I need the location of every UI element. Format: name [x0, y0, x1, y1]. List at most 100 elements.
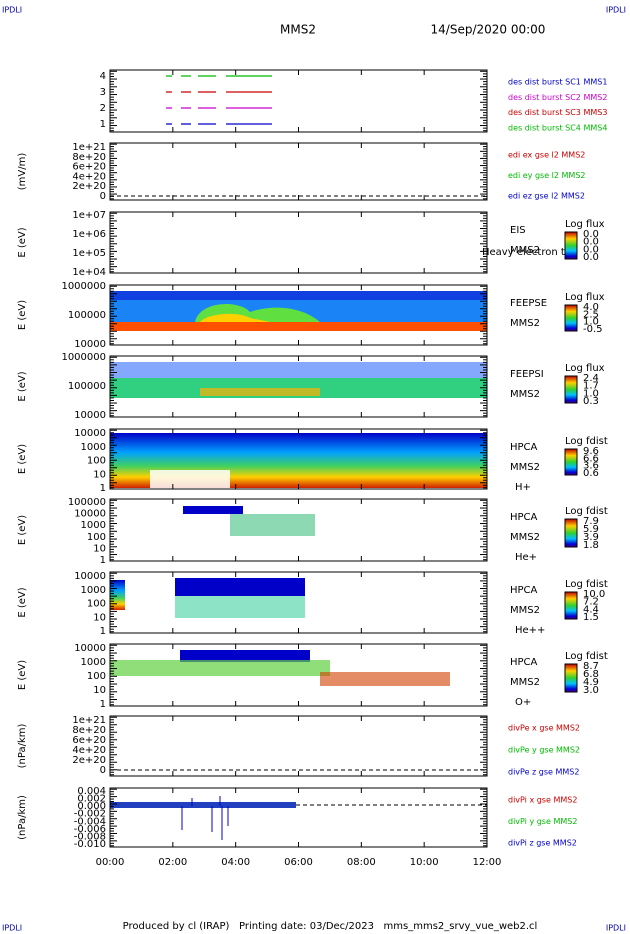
y-axis-label: E (eV): [17, 371, 28, 401]
spectrogram: [110, 322, 487, 331]
legend-entry: divPe x gse MMS2: [508, 724, 580, 733]
y-tick-label: 10: [93, 685, 106, 696]
colorbar-tick-label: 2.5: [583, 309, 599, 320]
y-tick-label: 1000: [81, 657, 106, 668]
y-tick-label: 1e+04: [72, 267, 106, 278]
legend-entry: divPe y gse MMS2: [508, 746, 580, 755]
colorbar-tick-label: 0.6: [583, 468, 599, 479]
colorbar: [564, 448, 578, 476]
legend-entry: divPi z gse MMS2: [508, 839, 577, 848]
trace: [110, 802, 296, 808]
colorbar: [564, 591, 578, 620]
y-tick-label: 1e+21: [72, 142, 106, 153]
y-tick-label: -0.006: [74, 824, 106, 835]
y-tick-label: 1: [100, 626, 106, 637]
colorbar-tick-label: 4.9: [583, 677, 599, 688]
y-tick-label: 1e+07: [72, 210, 106, 221]
legend-entry: des dist burst SC3 MMS3: [508, 108, 607, 117]
y-tick-label: 4e+20: [72, 745, 106, 756]
colorbar-tick-label: 1.5: [583, 612, 599, 623]
legend-entry: des dist burst SC4 MMS4: [508, 124, 607, 133]
colorbar-tick-label: 10.0: [583, 589, 605, 600]
colorbar-title: Log fdist: [565, 651, 608, 662]
colorbar-tick-label: 1.7: [583, 381, 599, 392]
colorbar-tick-label: 4.0: [583, 302, 599, 313]
y-tick-label: 1e+05: [72, 248, 106, 259]
y-tick-label: 10: [93, 612, 106, 623]
y-axis-label: (mV/m): [17, 153, 28, 191]
y-tick-label: 1: [100, 699, 106, 710]
x-tick-label: 02:00: [158, 857, 187, 868]
colorbar-tick-label: -0.5: [583, 324, 603, 335]
overlay-label: Heavy electron to: [482, 247, 571, 258]
y-tick-label: 6e+20: [72, 735, 106, 746]
instrument-label: HPCA: [510, 442, 538, 453]
y-axis-label: E (eV): [17, 515, 28, 545]
y-tick-label: 3: [100, 87, 106, 98]
legend-entry: divPe z gse MMS2: [508, 768, 579, 777]
colorbar-tick-label: 1.8: [583, 540, 599, 551]
spectrogram: [175, 578, 305, 596]
colorbar-tick-label: 0.0: [583, 244, 599, 255]
spectrogram: [200, 388, 320, 396]
y-tick-label: 0: [100, 765, 106, 776]
y-tick-label: 4: [100, 71, 106, 82]
colorbar-tick-label: 6.8: [583, 669, 599, 680]
y-tick-label: 2e+20: [72, 181, 106, 192]
instrument-label: He+: [515, 552, 537, 563]
y-tick-label: 1: [100, 119, 106, 130]
colorbar-tick-label: 3.9: [583, 532, 599, 543]
y-axis-label: E (eV): [17, 660, 28, 690]
instrument-label: MMS2: [510, 245, 540, 256]
colorbar: [564, 518, 578, 548]
date: 14/Sep/2020 00:00: [431, 23, 546, 37]
spectrogram-gap: [150, 470, 230, 488]
colorbar-title: Log fdist: [565, 436, 608, 447]
colorbar-tick-label: 0.0: [583, 237, 599, 248]
y-tick-label: 100: [87, 671, 106, 682]
footer: Produced by cl (IRAP) Printing date: 03/…: [123, 921, 538, 932]
spacecraft: MMS2: [280, 23, 316, 37]
x-tick-label: 12:00: [473, 857, 502, 868]
legend-entry: des dist burst SC2 MMS2: [508, 93, 607, 102]
y-axis-label: E (eV): [17, 300, 28, 330]
y-tick-label: 2e+20: [72, 755, 106, 766]
y-tick-label: -0.002: [74, 809, 106, 820]
colorbar: [564, 663, 578, 693]
legend-entry: edi ez gse l2 MMS2: [508, 192, 585, 201]
y-axis-label: E (eV): [17, 587, 28, 617]
y-tick-label: 0: [100, 191, 106, 202]
y-tick-label: 1000000: [61, 352, 106, 363]
colorbar-title: Log flux: [565, 292, 605, 303]
spectrogram: [200, 313, 270, 322]
y-tick-label: -0.008: [74, 831, 106, 842]
y-axis-label: E (eV): [17, 444, 28, 474]
y-tick-label: 4e+20: [72, 171, 106, 182]
corner-label: IPDLI: [606, 6, 626, 15]
colorbar-tick-label: 4.4: [583, 604, 599, 615]
y-tick-label: 8e+20: [72, 725, 106, 736]
y-tick-label: 0.000: [77, 801, 106, 812]
colorbar-tick-label: 7.2: [583, 597, 599, 608]
y-tick-label: 10000: [74, 410, 106, 421]
legend-entry: edi ex gse l2 MMS2: [508, 151, 585, 160]
colorbar: [564, 231, 578, 260]
y-tick-label: 1: [100, 555, 106, 566]
y-tick-label: 1000000: [61, 281, 106, 292]
colorbar-tick-label: 8.7: [583, 661, 599, 672]
y-axis-label: E (eV): [17, 227, 28, 257]
colorbar-tick-label: 9.6: [583, 446, 599, 457]
colorbar-tick-label: 0.0: [583, 252, 599, 263]
spectrogram: [320, 672, 450, 686]
y-tick-label: 1000: [81, 520, 106, 531]
colorbar: [564, 375, 578, 404]
panel-frame: [109, 715, 488, 777]
y-axis-label: (nPa/km): [17, 724, 28, 769]
x-tick-label: 00:00: [96, 857, 125, 868]
y-tick-label: 100000: [68, 310, 106, 321]
y-tick-label: 0.002: [77, 794, 106, 805]
colorbar-title: Log fdist: [565, 579, 608, 590]
panel-frame: [109, 69, 488, 133]
spectrogram-decor: [110, 75, 487, 840]
